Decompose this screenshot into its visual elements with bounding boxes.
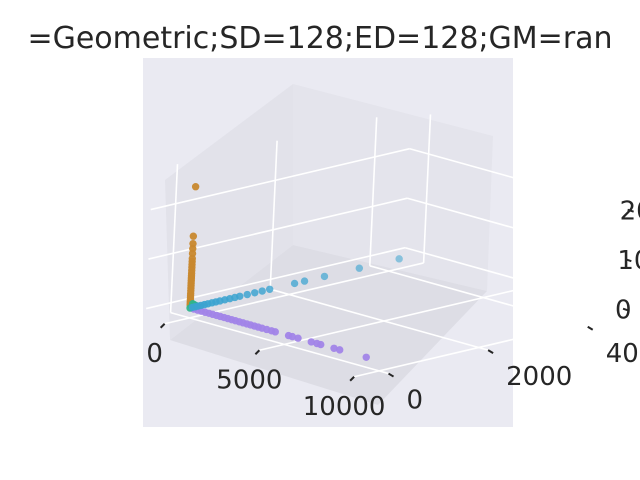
x-grid-back	[612, 167, 621, 316]
z-tick-mark	[627, 208, 634, 213]
data-point-series-1	[251, 289, 259, 297]
x-tick-mark	[349, 376, 355, 382]
data-point-series-0	[191, 183, 200, 191]
x-grid-floor	[259, 288, 519, 352]
y-grid-floor	[269, 288, 489, 351]
y-tick-label: 2000	[506, 362, 572, 392]
data-point-series-1	[300, 277, 309, 285]
data-point-series-0	[189, 232, 198, 240]
data-point-series-1	[265, 285, 274, 293]
data-point-series-2	[362, 353, 370, 361]
grid-lines	[145, 114, 628, 378]
x-grid-back	[517, 140, 527, 290]
y-grid-left	[269, 140, 278, 290]
y-tick-label: 4000	[606, 339, 640, 369]
chart-title: =Geometric;SD=128;ED=128;GM=ran	[27, 21, 612, 56]
data-point-series-1	[290, 279, 299, 288]
y-tick-mark	[587, 325, 594, 331]
y-grid-left	[169, 164, 179, 313]
left-pane	[165, 84, 293, 340]
y-grid-floor	[369, 265, 588, 328]
data-point-series-2	[313, 339, 321, 348]
y-tick-mark	[487, 349, 494, 355]
data-point-series-1	[320, 272, 329, 281]
data-point-series-2	[294, 334, 302, 342]
back-pane	[293, 84, 493, 291]
data-point-series-2	[307, 338, 315, 346]
x-tick-mark	[159, 323, 166, 329]
y-tick-label: 0	[407, 386, 424, 416]
data-point-series-1	[258, 287, 266, 295]
x-tick-label: 0	[146, 339, 163, 369]
y-tick-mark	[388, 372, 395, 378]
z-grid-back	[404, 246, 624, 310]
data-point-series-1	[395, 255, 403, 263]
z-grid-back	[407, 197, 626, 260]
data-point-series-1	[243, 290, 251, 299]
x-tick-mark	[254, 349, 261, 355]
z-grid-left	[150, 147, 410, 211]
x-grid-back	[422, 114, 432, 263]
z-tick-mark	[625, 258, 632, 263]
data-point-series-2	[330, 344, 338, 352]
data-point-series-2	[336, 346, 344, 354]
scatter-points	[186, 183, 403, 361]
data-point-series-1	[355, 264, 364, 272]
tick-group: 0 5000 10000 0 2000 4000 0 1000 2000	[146, 197, 640, 422]
x-tick-label: 10000	[303, 392, 386, 422]
y-grid-floor	[170, 311, 389, 375]
z-tick-label: 0	[615, 296, 632, 326]
z-tick-mark	[622, 307, 630, 312]
data-point-series-2	[284, 331, 293, 340]
data-point-series-1	[236, 292, 244, 300]
z-tick-label: 2000	[620, 197, 640, 227]
z-tick-label: 1000	[617, 246, 640, 276]
x-grid-floor	[353, 315, 614, 378]
x-tick-label: 5000	[216, 365, 282, 395]
y-grid-left	[368, 117, 378, 266]
z-grid-back	[409, 147, 628, 211]
